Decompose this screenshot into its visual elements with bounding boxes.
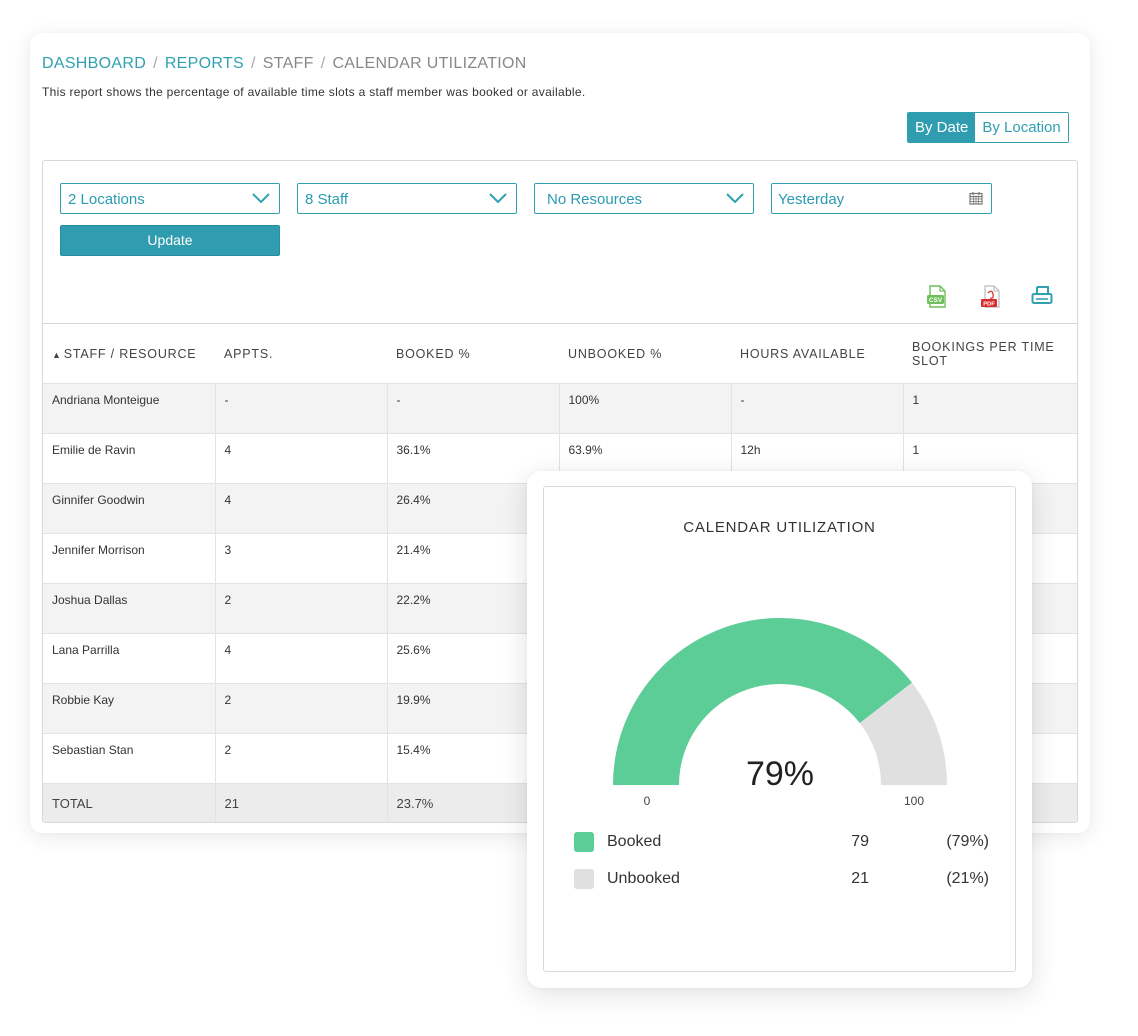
- legend-percent: (21%): [946, 870, 989, 887]
- legend-value: 79: [851, 833, 869, 850]
- cell-staff-name: Ginnifer Goodwin: [43, 483, 216, 534]
- legend-swatch-unbooked: [574, 869, 594, 889]
- cell-appts: 2: [215, 583, 388, 634]
- cell-booked: -: [387, 383, 560, 434]
- legend-label: Booked: [607, 833, 662, 850]
- column-header-appts[interactable]: APPTS.: [215, 323, 387, 384]
- cell-total-appts: 21: [215, 783, 388, 822]
- chevron-down-icon: [489, 193, 507, 204]
- print-icon[interactable]: [1030, 284, 1054, 310]
- column-header-hours[interactable]: HOURS AVAILABLE: [731, 323, 903, 384]
- cell-appts: 2: [215, 683, 388, 734]
- column-header-unbooked[interactable]: UNBOOKED %: [559, 323, 731, 384]
- cell-total-label: TOTAL: [43, 783, 216, 822]
- utilization-chart: CALENDAR UTILIZATION 79% 0 100 Booked 79…: [543, 486, 1016, 972]
- legend-label: Unbooked: [607, 870, 680, 887]
- cell-staff-name: Emilie de Ravin: [43, 433, 216, 484]
- chevron-down-icon: [726, 193, 744, 204]
- gauge-min-label: 0: [644, 794, 651, 808]
- cell-staff-name: Sebastian Stan: [43, 733, 216, 784]
- gauge-center-value: 79%: [746, 755, 814, 793]
- chevron-down-icon: [252, 193, 270, 204]
- date-picker[interactable]: Yesterday: [771, 183, 992, 214]
- table-header-row: ▲ STAFF / RESOURCE APPTS. BOOKED % UNBOOK…: [43, 323, 1077, 384]
- staff-select[interactable]: 8 Staff: [297, 183, 517, 214]
- report-description: This report shows the percentage of avai…: [42, 85, 586, 99]
- legend-item-booked[interactable]: Booked 79 (79%): [574, 832, 994, 852]
- svg-text:CSV: CSV: [929, 297, 943, 304]
- locations-select-value: 2 Locations: [68, 191, 145, 208]
- legend-item-unbooked[interactable]: Unbooked 21 (21%): [574, 869, 994, 889]
- cell-unbooked: 100%: [559, 383, 732, 434]
- breadcrumb-reports[interactable]: REPORTS: [164, 55, 244, 72]
- breadcrumb-separator: /: [250, 55, 256, 72]
- cell-appts: -: [215, 383, 388, 434]
- cell-appts: 4: [215, 483, 388, 534]
- column-header-label: STAFF / RESOURCE: [63, 346, 197, 361]
- breadcrumb: DASHBOARD / REPORTS / STAFF / CALENDAR UTILIZA…: [42, 55, 527, 73]
- calendar-icon: [969, 192, 983, 205]
- cell-appts: 4: [215, 433, 388, 484]
- by-date-toggle[interactable]: By Date: [908, 113, 976, 142]
- gauge-booked-arc: [613, 618, 912, 785]
- cell-appts: 3: [215, 533, 388, 584]
- pdf-export-icon[interactable]: PDF: [979, 284, 1003, 310]
- cell-staff-name: Andriana Monteigue: [43, 383, 216, 434]
- update-button[interactable]: Update: [60, 225, 280, 256]
- breadcrumb-dashboard[interactable]: DASHBOARD: [42, 55, 147, 72]
- locations-select[interactable]: 2 Locations: [60, 183, 280, 214]
- cell-hours: -: [731, 383, 904, 434]
- cell-bookings-per-slot: 1: [903, 383, 1077, 434]
- cell-staff-name: Robbie Kay: [43, 683, 216, 734]
- breadcrumb-current: CALENDAR UTILIZATION: [332, 55, 527, 72]
- sort-ascending-icon: ▲: [52, 349, 62, 360]
- gauge-unbooked-arc: [859, 682, 947, 785]
- gauge-max-label: 100: [904, 794, 924, 808]
- legend-swatch-booked: [574, 832, 594, 852]
- chart-title: CALENDAR UTILIZATION: [683, 519, 876, 536]
- utilization-chart-card: CALENDAR UTILIZATION 79% 0 100 Booked 79…: [527, 471, 1032, 988]
- cell-staff-name: Joshua Dallas: [43, 583, 216, 634]
- view-toggle: By Date By Location: [907, 112, 1069, 143]
- column-header-booked[interactable]: BOOKED %: [387, 323, 559, 384]
- breadcrumb-separator: /: [320, 55, 326, 72]
- cell-appts: 2: [215, 733, 388, 784]
- by-location-toggle[interactable]: By Location: [975, 113, 1068, 142]
- date-picker-value: Yesterday: [778, 191, 845, 208]
- column-header-bookings-per-slot[interactable]: BOOKINGS PER TIME SLOT: [903, 323, 1077, 384]
- staff-select-value: 8 Staff: [305, 191, 349, 208]
- gauge-svg: 79% 0 100: [613, 618, 947, 808]
- table-row: Andriana Monteigue - - 100% - 1: [43, 383, 1077, 434]
- svg-text:PDF: PDF: [983, 301, 995, 307]
- column-header-staff[interactable]: ▲ STAFF / RESOURCE: [43, 323, 215, 384]
- legend-value: 21: [851, 870, 869, 887]
- cell-appts: 4: [215, 633, 388, 684]
- resources-select-value: No Resources: [547, 191, 643, 208]
- legend-percent: (79%): [946, 833, 989, 850]
- csv-export-icon[interactable]: CSV: [925, 284, 949, 310]
- breadcrumb-staff: STAFF: [262, 55, 314, 72]
- resources-select[interactable]: No Resources: [534, 183, 754, 214]
- cell-staff-name: Jennifer Morrison: [43, 533, 216, 584]
- breadcrumb-separator: /: [153, 55, 158, 72]
- cell-staff-name: Lana Parrilla: [43, 633, 216, 684]
